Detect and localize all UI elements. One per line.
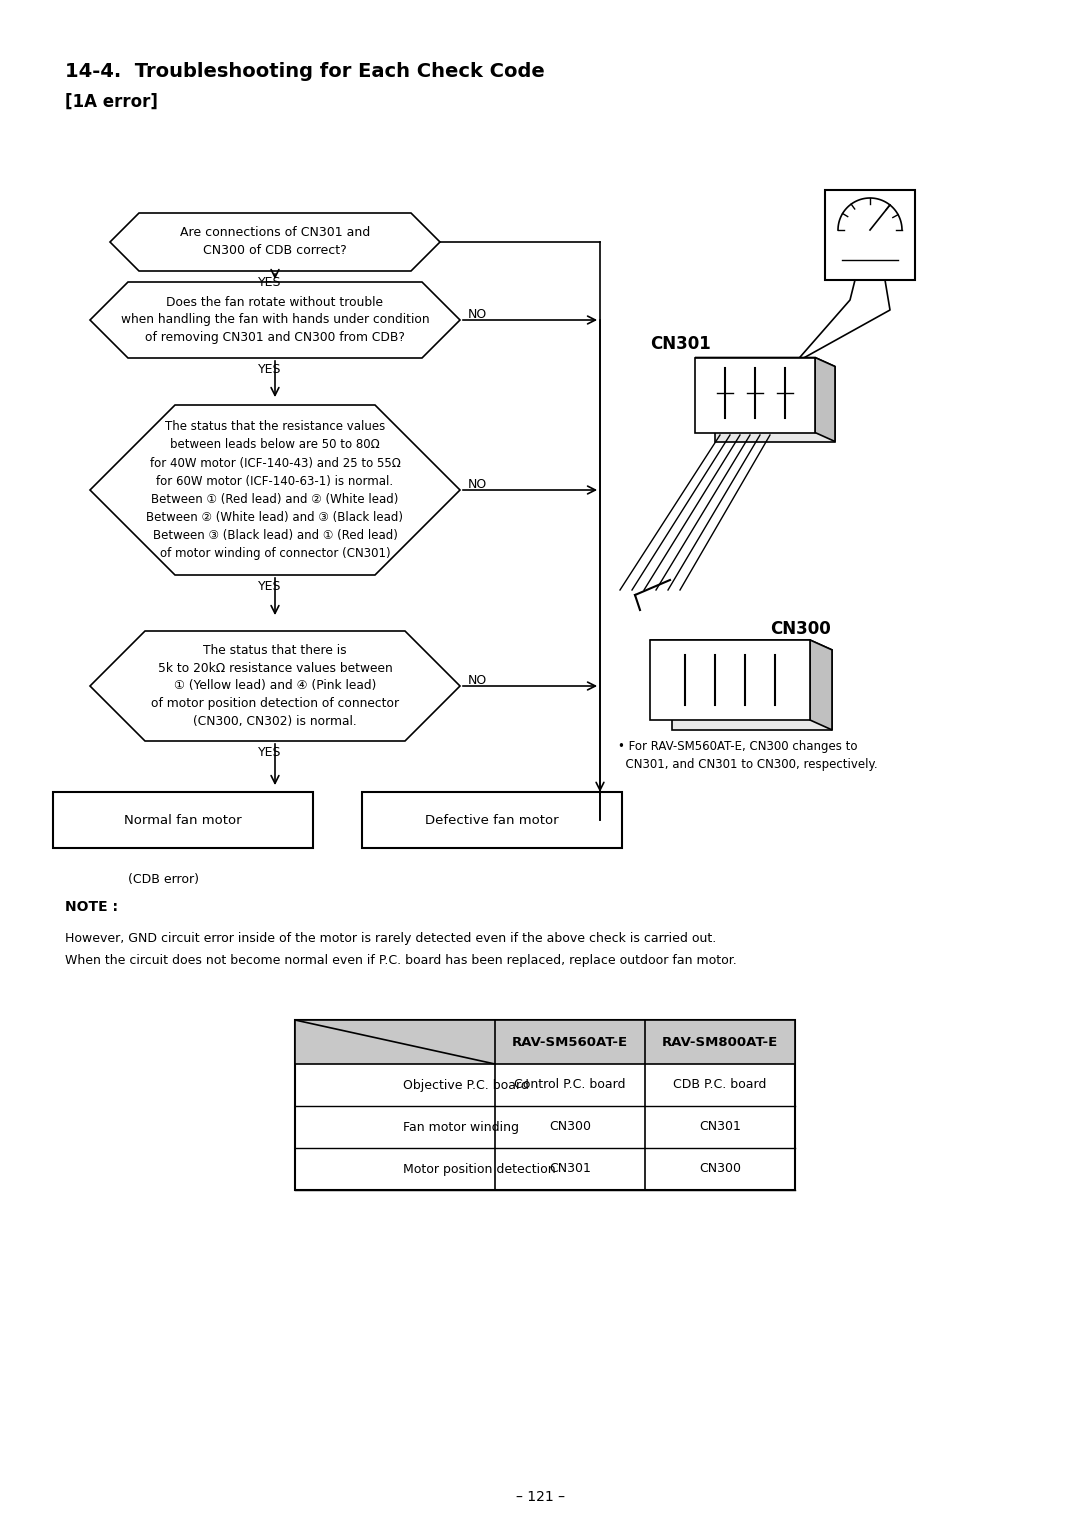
Text: YES: YES <box>258 276 282 290</box>
Text: CN300: CN300 <box>770 621 831 637</box>
Text: Objective P.C. board: Objective P.C. board <box>403 1078 529 1092</box>
Text: [1A error]: [1A error] <box>65 93 158 111</box>
Text: CN301: CN301 <box>549 1162 591 1176</box>
Text: Fan motor winding: Fan motor winding <box>403 1121 519 1133</box>
Polygon shape <box>696 357 835 366</box>
Text: – 121 –: – 121 – <box>515 1490 565 1504</box>
Text: Normal fan motor: Normal fan motor <box>124 813 242 827</box>
Text: Does the fan rotate without trouble
when handling the fan with hands under condi: Does the fan rotate without trouble when… <box>121 296 430 345</box>
FancyBboxPatch shape <box>825 191 915 281</box>
Text: YES: YES <box>258 363 282 377</box>
Text: RAV-SM560AT-E: RAV-SM560AT-E <box>512 1035 629 1049</box>
FancyBboxPatch shape <box>650 640 810 720</box>
FancyBboxPatch shape <box>295 1020 795 1064</box>
Text: NO: NO <box>468 479 487 491</box>
Text: NO: NO <box>468 674 487 688</box>
Text: CN300: CN300 <box>699 1162 741 1176</box>
Text: (CDB error): (CDB error) <box>127 872 199 886</box>
Text: Control P.C. board: Control P.C. board <box>514 1078 625 1092</box>
Text: NOTE :: NOTE : <box>65 900 118 913</box>
Polygon shape <box>810 640 832 730</box>
Text: The status that the resistance values
between leads below are 50 to 80Ω
for 40W : The status that the resistance values be… <box>147 421 404 560</box>
Text: Motor position detection: Motor position detection <box>403 1162 555 1176</box>
Text: CN301: CN301 <box>699 1121 741 1133</box>
Polygon shape <box>650 640 832 650</box>
FancyBboxPatch shape <box>696 357 815 433</box>
Text: Defective fan motor: Defective fan motor <box>426 813 558 827</box>
Text: RAV-SM800AT-E: RAV-SM800AT-E <box>662 1035 778 1049</box>
FancyBboxPatch shape <box>53 791 313 848</box>
Text: CN300: CN300 <box>549 1121 591 1133</box>
Text: NO: NO <box>468 308 487 322</box>
Polygon shape <box>672 650 832 730</box>
Polygon shape <box>90 631 460 741</box>
Polygon shape <box>110 214 440 271</box>
Text: The status that there is
5k to 20kΩ resistance values between
① (Yellow lead) an: The status that there is 5k to 20kΩ resi… <box>151 644 400 729</box>
Text: Are connections of CN301 and
CN300 of CDB correct?: Are connections of CN301 and CN300 of CD… <box>180 227 370 258</box>
Text: When the circuit does not become normal even if P.C. board has been replaced, re: When the circuit does not become normal … <box>65 955 737 967</box>
Text: YES: YES <box>258 580 282 593</box>
Text: YES: YES <box>258 746 282 759</box>
Text: • For RAV-SM560AT-E, CN300 changes to
  CN301, and CN301 to CN300, respectively.: • For RAV-SM560AT-E, CN300 changes to CN… <box>618 740 878 772</box>
Polygon shape <box>90 406 460 575</box>
Text: 14-4.  Troubleshooting for Each Check Code: 14-4. Troubleshooting for Each Check Cod… <box>65 63 544 81</box>
Text: CN301: CN301 <box>650 336 711 352</box>
Polygon shape <box>90 282 460 358</box>
Polygon shape <box>815 357 835 442</box>
Text: However, GND circuit error inside of the motor is rarely detected even if the ab: However, GND circuit error inside of the… <box>65 932 716 946</box>
FancyBboxPatch shape <box>362 791 622 848</box>
Polygon shape <box>715 366 835 442</box>
Text: CDB P.C. board: CDB P.C. board <box>673 1078 767 1092</box>
